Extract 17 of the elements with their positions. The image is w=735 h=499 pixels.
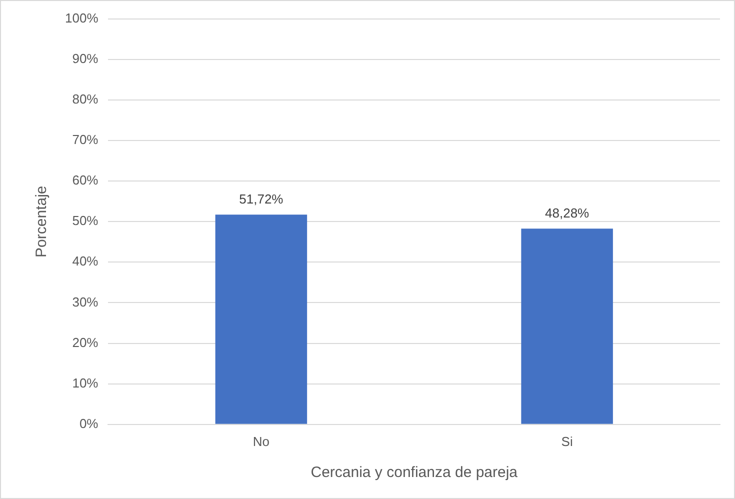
x-tick-label: No: [252, 434, 270, 449]
y-tick-label: 50%: [72, 213, 99, 228]
y-tick-label: 0%: [79, 416, 99, 431]
y-tick-label: 80%: [72, 92, 99, 106]
y-tick-label: 30%: [72, 294, 99, 310]
data-label: 51,72%: [239, 192, 284, 207]
y-tick-label: 20%: [72, 334, 99, 350]
y-tick-label: 70%: [72, 132, 99, 148]
y-tick-label: 60%: [72, 172, 99, 188]
x-tick-label: Si: [561, 434, 573, 449]
x-axis-title: Cercania y confianza de pareja: [310, 464, 518, 482]
y-axis-title: Porcentaje: [33, 186, 50, 258]
y-tick-label: 100%: [65, 10, 99, 26]
data-label: 48,28%: [545, 206, 590, 221]
y-tick-label: 10%: [72, 375, 99, 390]
y-tick-label: 40%: [72, 254, 99, 269]
y-tick-label: 90%: [72, 50, 99, 66]
